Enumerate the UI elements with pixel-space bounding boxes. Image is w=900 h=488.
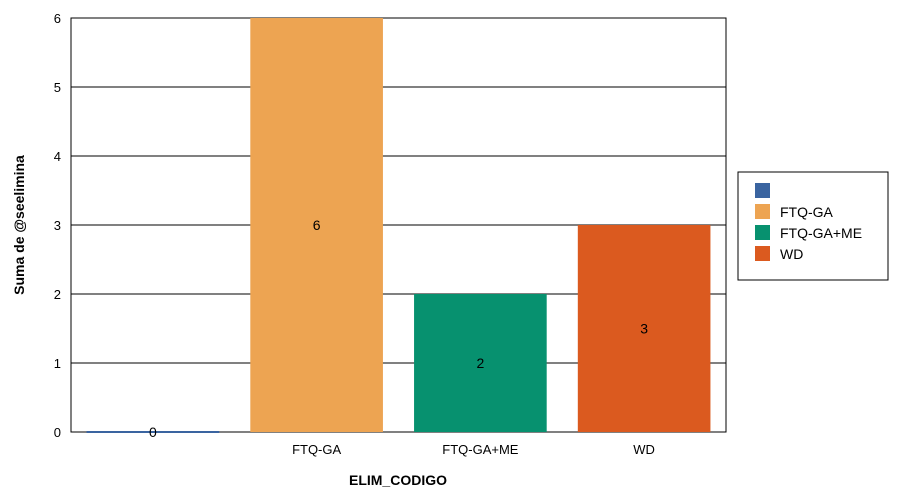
legend-entry: FTQ-GA	[780, 204, 834, 220]
bars	[86, 18, 711, 433]
data-label: 3	[640, 321, 648, 337]
bar	[414, 294, 547, 432]
x-tick-label: FTQ-GA+ME	[442, 442, 519, 457]
legend-entry: FTQ-GA+ME	[780, 225, 862, 241]
bar	[250, 18, 383, 432]
y-tick-label: 5	[54, 80, 61, 95]
data-label: 6	[313, 217, 321, 233]
y-axis-title: Suma de @seelimina	[11, 155, 27, 295]
y-tick-label: 2	[54, 287, 61, 302]
y-tick-label: 0	[54, 425, 61, 440]
y-tick-label: 1	[54, 356, 61, 371]
legend-swatch	[755, 246, 770, 261]
x-tick-label: FTQ-GA	[292, 442, 341, 457]
x-tick-labels: FTQ-GA FTQ-GA+ME WD	[292, 442, 655, 457]
x-axis-title: ELIM_CODIGO	[349, 472, 447, 488]
y-tick-label: 4	[54, 149, 61, 164]
legend: FTQ-GA FTQ-GA+ME WD	[737, 171, 889, 281]
legend-swatch	[755, 225, 770, 240]
data-label: 0	[149, 424, 157, 440]
bar	[577, 225, 711, 432]
x-tick-label: WD	[633, 442, 655, 457]
legend-swatch	[755, 183, 770, 198]
y-tick-label: 6	[54, 11, 61, 26]
data-labels: 0 6 2 3	[149, 217, 648, 440]
data-label: 2	[476, 355, 484, 371]
legend-swatch	[755, 204, 770, 219]
y-tick-labels: 0 1 2 3 4 5 6	[54, 11, 61, 440]
legend-entry: WD	[780, 246, 803, 262]
y-tick-label: 3	[54, 218, 61, 233]
